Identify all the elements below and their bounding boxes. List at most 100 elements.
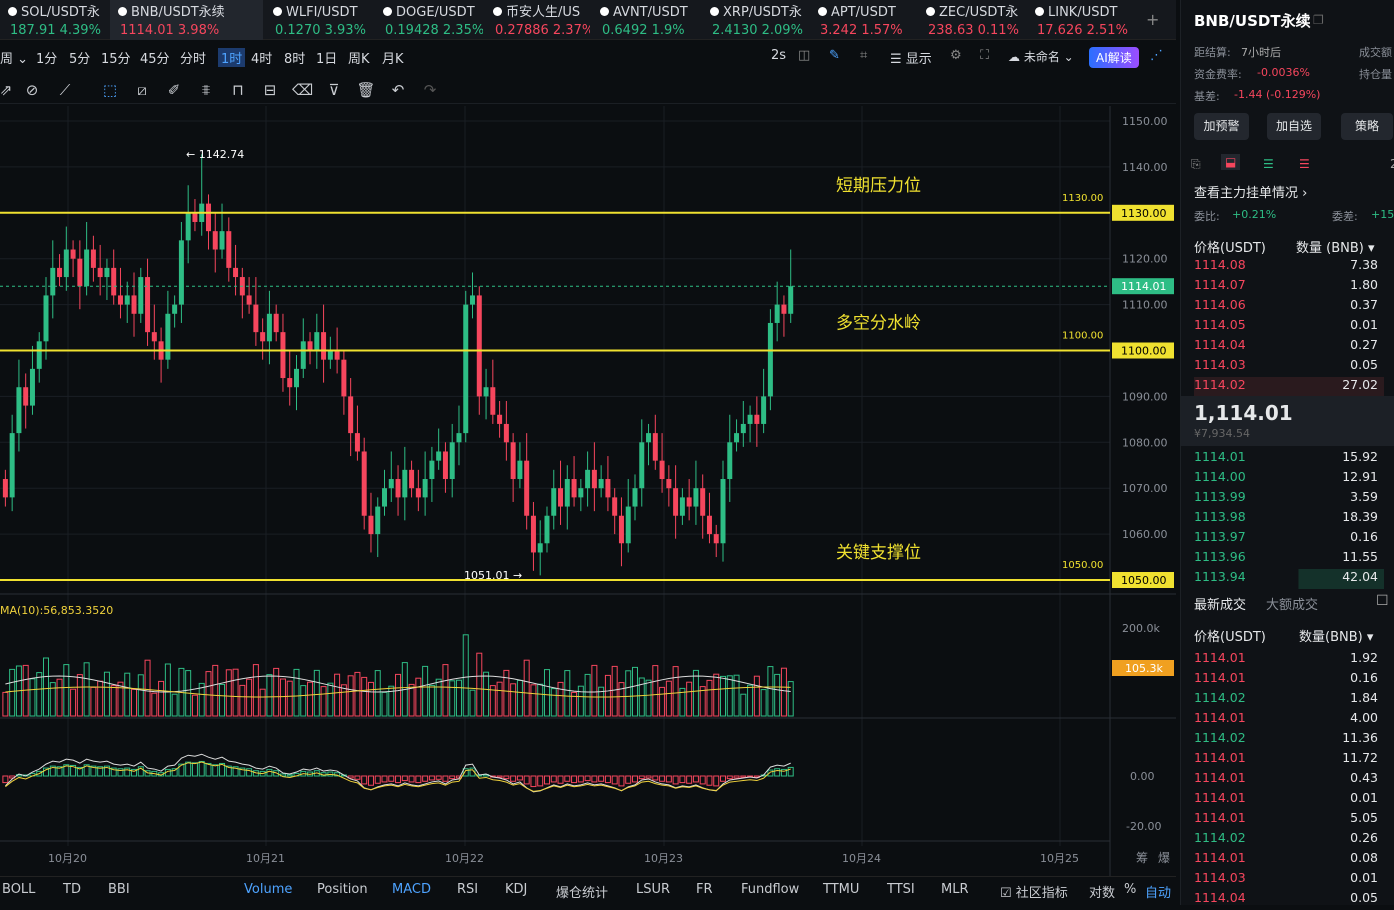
indicator-tab[interactable]: Volume <box>244 882 293 897</box>
brush-icon[interactable]: ✐ <box>167 81 181 99</box>
interval-5[interactable]: 分时 <box>180 52 207 67</box>
symbol-tab[interactable]: AVNT/USDT 0.6492 1.9% <box>592 0 700 40</box>
macd-bar <box>334 772 341 777</box>
basis-value: -1.44 (-0.129%) <box>1234 88 1321 101</box>
filter-icon[interactable]: ⊽ <box>328 81 340 99</box>
indicator-tab[interactable]: TTMU <box>823 882 860 897</box>
indicator-tab[interactable]: KDJ <box>505 882 528 897</box>
interval-8[interactable]: 8时 <box>284 52 306 67</box>
magnet-icon[interactable]: ⊘ <box>25 81 39 99</box>
interval-3[interactable]: 15分 <box>101 52 131 67</box>
panel-button[interactable]: 加预警 <box>1194 113 1249 140</box>
symbol-tab[interactable]: LINK/USDT 17.626 2.51% <box>1027 0 1134 40</box>
line-icon[interactable]: ⧄ <box>137 81 147 99</box>
bid-qty: 15.92 <box>1342 449 1378 464</box>
eraser-icon[interactable]: ⌫ <box>292 81 314 99</box>
trash-icon[interactable]: 🗑 <box>356 81 376 99</box>
indicator-tab[interactable]: Position <box>317 882 368 897</box>
bid-row[interactable]: 1113.96 11.55 <box>1194 549 1384 569</box>
layout-icon-2: ⬓ <box>1221 154 1241 170</box>
refresh-rate[interactable]: 2s <box>771 48 787 63</box>
symbol-tab[interactable]: SOL/USDT永 187.91 4.39% <box>0 0 108 40</box>
indicator-tab[interactable]: TD <box>63 882 81 897</box>
interval-2[interactable]: 5分 <box>69 52 91 67</box>
undo-icon[interactable]: ↶ <box>391 81 405 99</box>
macd-bar <box>598 775 605 782</box>
add-tab-button[interactable]: + <box>1146 10 1160 29</box>
candle <box>415 469 421 512</box>
indicator-tab[interactable]: 爆仓统计 <box>556 886 609 901</box>
interval-10[interactable]: 周K <box>348 52 370 67</box>
symbol-tab[interactable]: XRP/USDT永 2.4130 2.09% <box>702 0 808 40</box>
indicator-tab[interactable]: 对数 <box>1089 886 1116 901</box>
symbol-tab[interactable]: BNB/USDT永续 1114.01 3.98% <box>110 0 263 40</box>
interval-0[interactable]: 周 ⌄ <box>0 52 29 67</box>
liq-button: 爆 <box>1158 851 1170 865</box>
volume-bar <box>598 686 605 717</box>
cursor-icon[interactable]: ⌗ <box>860 48 868 63</box>
bid-row[interactable]: 1113.99 3.59 <box>1194 489 1384 509</box>
candlestick-chart[interactable]: 1150.00 1140.00 1130.00 1120.00 1110.00 1100.… <box>0 106 1176 876</box>
panel-button[interactable]: 策略 <box>1341 113 1393 140</box>
symbol-tab[interactable]: DOGE/USDT 0.19428 2.35% <box>375 0 483 40</box>
bid-row[interactable]: 1113.94 42.04 <box>1194 569 1384 589</box>
macd-bar <box>225 765 232 777</box>
candle <box>436 428 442 470</box>
ask-row[interactable]: 1114.05 0.01 <box>1194 317 1384 337</box>
panel-button[interactable]: 加自选 <box>1267 113 1321 140</box>
indicator-tab[interactable]: % <box>1124 882 1137 897</box>
bid-row[interactable]: 1114.01 15.92 <box>1194 449 1384 469</box>
settings-icon[interactable]: ⚙ <box>950 48 962 63</box>
select-icon[interactable]: ⬚ <box>102 81 118 99</box>
ask-row[interactable]: 1114.07 1.80 <box>1194 277 1384 297</box>
date-tick: 10月25 <box>1040 852 1079 865</box>
trend-icon[interactable]: ⇗ <box>0 81 13 99</box>
layout-name[interactable]: ☁ 未命名 ⌄ <box>1008 50 1074 64</box>
interval-1[interactable]: 1分 <box>36 52 58 67</box>
note-icon[interactable]: ⊟ <box>263 81 277 99</box>
indicator-tab[interactable]: BOLL <box>2 882 36 897</box>
indicator-tab[interactable]: MACD <box>392 882 431 897</box>
ask-row[interactable]: 1114.03 0.05 <box>1194 357 1384 377</box>
camera-icon[interactable]: ◫ <box>798 48 811 63</box>
ask-row[interactable]: 1114.06 0.37 <box>1194 297 1384 317</box>
indicator-tab[interactable]: Fundflow <box>741 882 800 897</box>
interval-7[interactable]: 4时 <box>251 52 273 67</box>
indicator-tab[interactable]: 自动 <box>1145 886 1172 901</box>
share-icon[interactable]: ⋰ <box>1150 48 1163 63</box>
interval-4[interactable]: 45分 <box>140 52 170 67</box>
candle <box>124 281 130 323</box>
indicator-tab[interactable]: LSUR <box>636 882 671 897</box>
interval-9[interactable]: 1日 <box>316 52 338 67</box>
candle <box>686 479 692 521</box>
redo-icon[interactable]: ↷ <box>423 81 437 99</box>
bid-row[interactable]: 1113.97 0.16 <box>1194 529 1384 549</box>
indicator-tab[interactable]: MLR <box>941 882 969 897</box>
indicator-tab[interactable]: TTSI <box>887 882 915 897</box>
indicator-tab[interactable]: ☑ 社区指标 <box>1000 886 1068 901</box>
ask-row[interactable]: 1114.08 7.38 <box>1194 257 1384 277</box>
interval-11[interactable]: 月K <box>382 52 404 67</box>
symbol-tab[interactable]: ZEC/USDT永 238.63 0.11% <box>918 0 1025 40</box>
interval-6[interactable]: 1时 <box>218 48 246 67</box>
pattern-icon[interactable]: ⩨ <box>201 81 211 99</box>
pen-icon[interactable]: ✎ <box>829 48 840 63</box>
ruler-icon[interactable]: ⟋ <box>59 81 71 99</box>
coin-icon <box>818 7 827 16</box>
symbol-tab[interactable]: WLFI/USDT 0.1270 3.93% <box>265 0 373 40</box>
volume-bar <box>56 678 63 717</box>
bid-row[interactable]: 1114.00 12.91 <box>1194 469 1384 489</box>
fullscreen-icon[interactable]: ⛶ <box>980 48 990 63</box>
symbol-tab[interactable]: 币安人生/US 0.27886 2.37% <box>485 0 590 40</box>
ai-button[interactable]: AI解读 <box>1089 47 1139 68</box>
symbol-tab[interactable]: APT/USDT 3.242 1.57% <box>810 0 916 40</box>
bid-row[interactable]: 1113.98 18.39 <box>1194 509 1384 529</box>
lock-icon[interactable]: ⊓ <box>232 81 244 99</box>
chart-canvas[interactable]: 1150.00 1140.00 1130.00 1120.00 1110.00 1100.… <box>0 106 1176 876</box>
indicator-tab[interactable]: BBI <box>108 882 130 897</box>
ask-row[interactable]: 1114.04 0.27 <box>1194 337 1384 357</box>
ask-row[interactable]: 1114.02 27.02 <box>1194 377 1384 397</box>
display-button[interactable]: ☰ 显示 <box>890 52 932 67</box>
indicator-tab[interactable]: RSI <box>457 882 479 897</box>
indicator-tab[interactable]: FR <box>696 882 713 897</box>
